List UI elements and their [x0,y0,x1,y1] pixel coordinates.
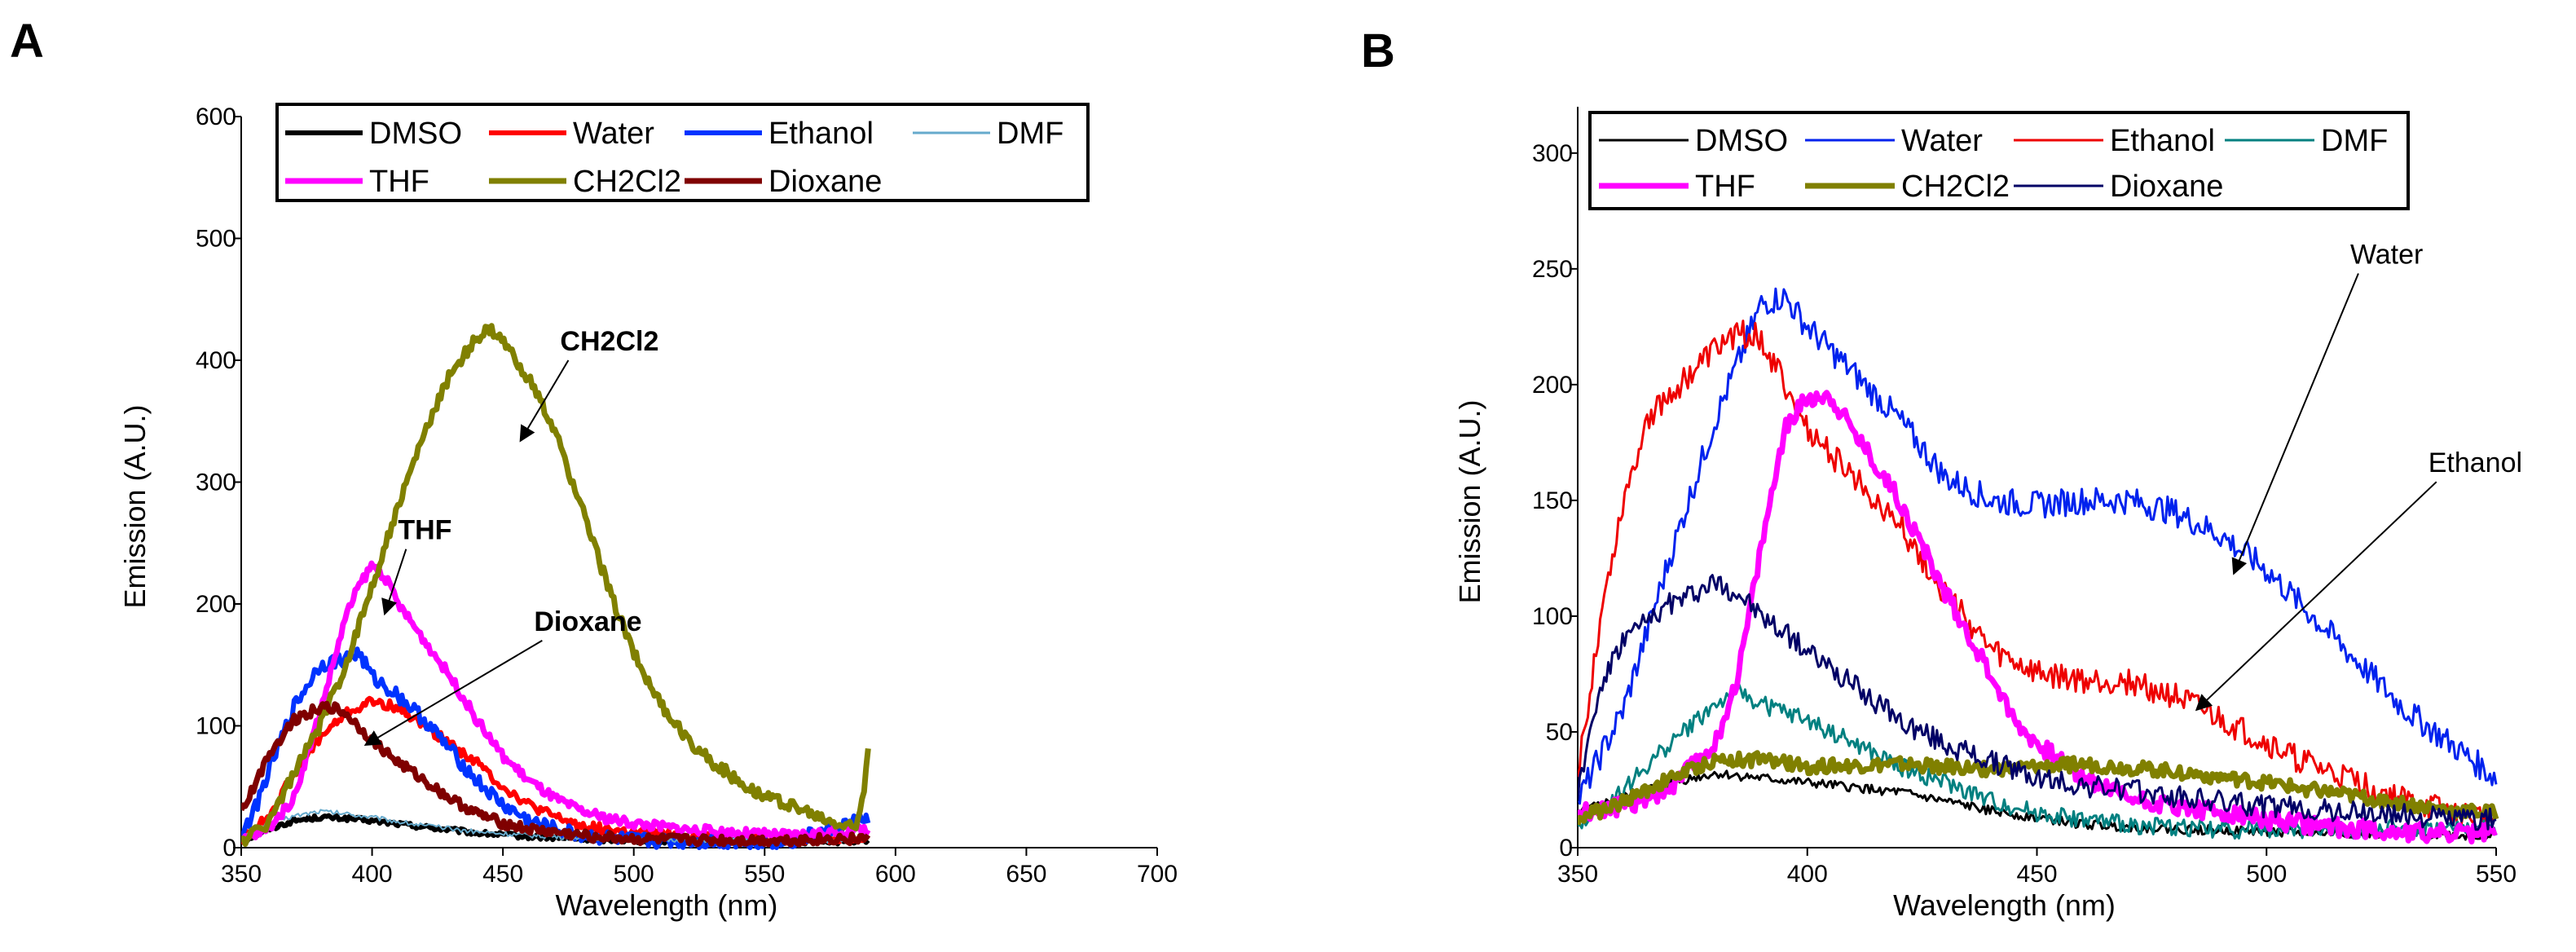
x-tick-label: 500 [614,861,654,888]
annotation-arrow [519,359,570,443]
annotation-label: THF [398,515,451,546]
panel-a-letter: A [10,15,44,68]
legend-label-water: Water [1901,124,1983,158]
legend-label-thf: THF [1695,170,1755,204]
series-line-dioxane [241,700,871,848]
x-tick-label: 700 [1137,861,1178,888]
y-tick-label: 0 [222,835,236,862]
legend-label-dioxane: Dioxane [2110,170,2223,204]
annotation-arrow [2195,481,2437,712]
series-line-dioxane [1578,574,2497,831]
legend-label-ethanol: Ethanol [2110,124,2215,158]
annotation-label: Water [2350,240,2423,271]
series-line-thf [241,560,871,844]
series-line-water [1578,287,2498,805]
legend-box [1588,111,2410,210]
x-tick-label: 400 [352,861,393,888]
panel-a-plot-area: 0 100 200 300 400 500 600 350 400 450 500 550 600 650… [118,103,1178,922]
legend: DMSO Water Ethanol DMF THF CH2Cl2 Dioxane [275,103,1090,202]
legend-label-dioxane: Dioxane [768,165,882,199]
x-tick-label: 550 [744,861,785,888]
legend-label-ethanol: Ethanol [768,117,874,151]
y-tick-label: 500 [196,226,236,253]
y-tick-label: 100 [1532,603,1573,630]
legend-label-water: Water [573,117,654,151]
x-tick-label: 400 [1787,861,1828,888]
panel-b-letter: B [1361,24,1395,77]
annotation-arrow [381,549,407,616]
y-axis-title: Emission (A.U.) [1453,399,1486,603]
x-tick-label: 450 [2016,861,2057,888]
annotation-label: CH2Cl2 [560,326,658,357]
y-tick-label: 50 [1546,719,1573,746]
panel-b-plot-area: 0 50 100 150 200 250 300 350 400 450 500 550 Wavelen… [1453,107,2522,922]
annotation-arrow [363,639,543,746]
x-axis-title: Wavelength (nm) [1893,888,2116,922]
x-axis-title: Wavelength (nm) [556,888,778,922]
annotation-arrow [2231,273,2359,575]
series-line-ch2cl2 [1578,750,2499,826]
x-tick-label: 350 [1557,861,1598,888]
series-line-thf [1578,390,2498,845]
legend-label-thf: THF [369,165,429,199]
panel-b: B 0 50 100 150 200 250 300 350 400 450 500 550 Wavel… [1361,24,2522,922]
legend-box [275,103,1090,202]
legend: DMSO Water Ethanol DMF THF CH2Cl2 Dioxane [1588,111,2410,210]
y-tick-label: 200 [1532,372,1573,399]
x-tick-label: 600 [875,861,916,888]
y-tick-label: 250 [1532,256,1573,283]
y-tick-label: 150 [1532,487,1573,514]
annotation-label: Ethanol [2428,447,2522,478]
series-line-ethanol [1578,320,2498,831]
y-tick-label: 600 [196,104,236,130]
y-tick-label: 200 [196,591,236,618]
y-axis-title: Emission (A.U.) [118,404,152,608]
legend-label-ch2cl2: CH2Cl2 [573,165,681,199]
panel-a: A 0 100 200 300 400 500 600 350 400 450 500 550 600 6… [10,15,1178,922]
y-tick-label: 400 [196,347,236,374]
series-line-ch2cl2 [241,323,871,848]
y-tick-label: 0 [1559,835,1573,862]
annotation-label: Dioxane [534,606,641,637]
legend-label-dmf: DMF [2321,124,2388,158]
legend-label-dmf: DMF [997,117,1063,151]
y-tick-label: 300 [1532,140,1573,167]
x-tick-label: 550 [2476,861,2517,888]
x-tick-label: 500 [2246,861,2287,888]
legend-label-dmso: DMSO [369,117,462,151]
y-tick-label: 100 [196,713,236,740]
x-tick-label: 450 [482,861,523,888]
legend-label-dmso: DMSO [1695,124,1788,158]
series-group [241,323,871,850]
y-tick-label: 300 [196,469,236,496]
legend-label-ch2cl2: CH2Cl2 [1901,170,2010,204]
series-group [1578,287,2499,845]
x-tick-label: 650 [1006,861,1046,888]
x-tick-label: 350 [221,861,262,888]
